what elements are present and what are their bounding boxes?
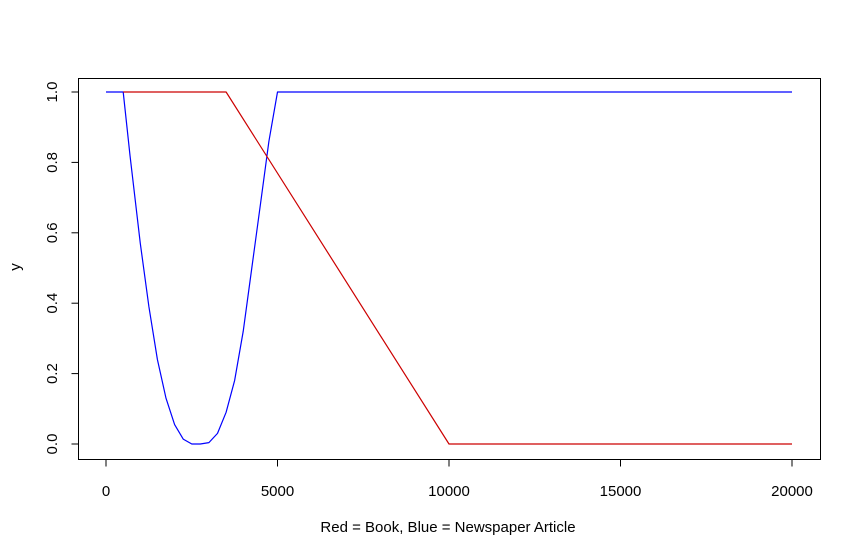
series-line-2 — [123, 91, 792, 445]
y-tick-label: 0.4 — [44, 293, 61, 314]
y-tick-label: 0.0 — [44, 434, 61, 455]
y-tick-label: 1.0 — [44, 82, 61, 103]
series-layer — [106, 91, 792, 445]
y-axis: 0.0 0.2 0.4 0.6 0.8 1.0 — [44, 82, 79, 455]
y-tick-label: 0.8 — [44, 152, 61, 173]
x-axis-label: Red = Book, Blue = Newspaper Article — [320, 519, 575, 536]
y-tick-label: 0.6 — [44, 222, 61, 243]
x-tick-label: 20000 — [771, 483, 813, 500]
x-tick-label: 5000 — [261, 483, 294, 500]
x-axis: 0 5000 10000 15000 20000 — [102, 459, 813, 500]
x-tick-label: 10000 — [428, 483, 470, 500]
x-tick-label: 15000 — [600, 483, 642, 500]
y-tick-label: 0.2 — [44, 363, 61, 384]
x-tick-label: 0 — [102, 483, 110, 500]
y-axis-label: y — [7, 263, 24, 271]
plot-frame — [78, 78, 821, 460]
series-line-1 — [106, 91, 792, 445]
